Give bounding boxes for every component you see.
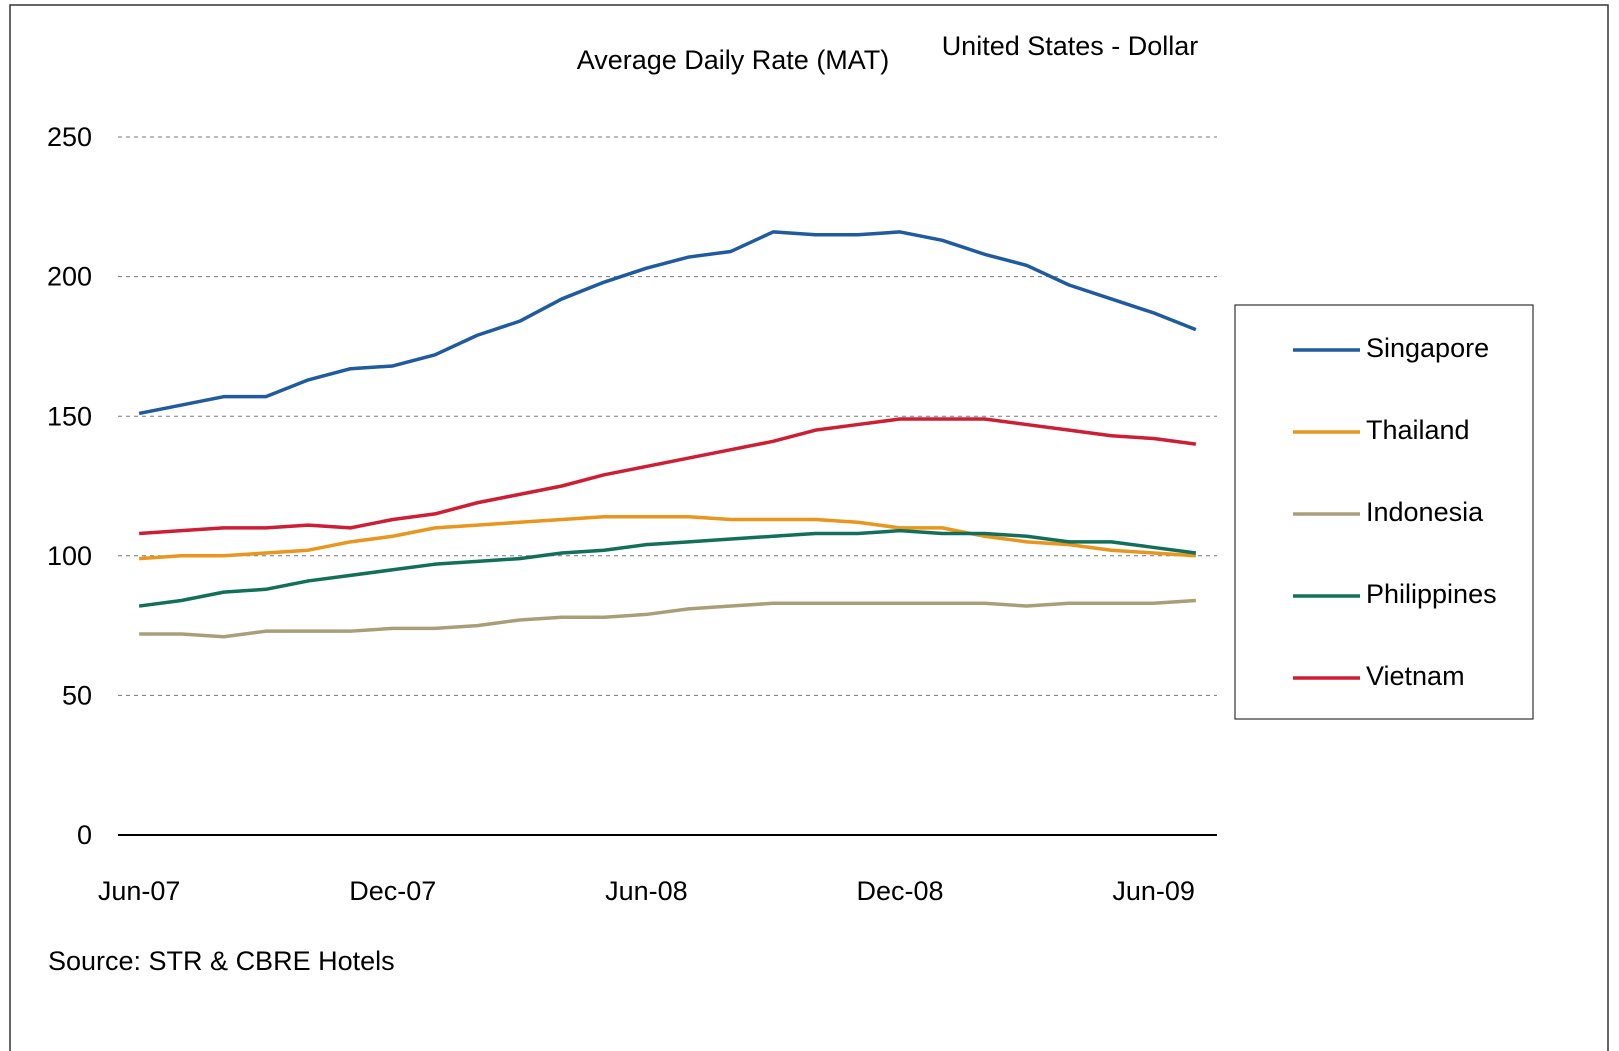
chart-title: Average Daily Rate (MAT) <box>577 45 890 75</box>
y-tick-label: 200 <box>47 262 92 292</box>
x-tick-label: Jun-07 <box>98 876 181 906</box>
legend-label: Philippines <box>1366 579 1497 609</box>
source: Source: STR & CBRE Hotels <box>48 946 395 976</box>
line-series <box>138 528 1197 608</box>
y-tick-label: 0 <box>77 820 92 850</box>
legend-label: Vietnam <box>1366 661 1465 691</box>
line-series <box>139 417 1197 536</box>
legend-label: Thailand <box>1366 415 1470 445</box>
legend-label: Singapore <box>1366 333 1489 363</box>
x-tick-label: Dec-08 <box>856 876 943 906</box>
legend-box <box>1234 304 1534 720</box>
y-tick-label: 250 <box>47 122 92 152</box>
y-tick-label: 50 <box>62 681 92 711</box>
y-tick-label: 100 <box>47 541 92 571</box>
line-series <box>139 514 1196 561</box>
legend-label: Indonesia <box>1366 497 1484 527</box>
line-series <box>139 598 1196 639</box>
chart-subtitle: United States - Dollar <box>942 31 1199 61</box>
x-tick-label: Jun-09 <box>1112 876 1195 906</box>
x-tick-label: Jun-08 <box>605 876 688 906</box>
y-tick-label: 150 <box>47 401 92 431</box>
line-series <box>138 230 1197 416</box>
x-tick-label: Dec-07 <box>349 876 436 906</box>
frame <box>9 4 1609 1051</box>
